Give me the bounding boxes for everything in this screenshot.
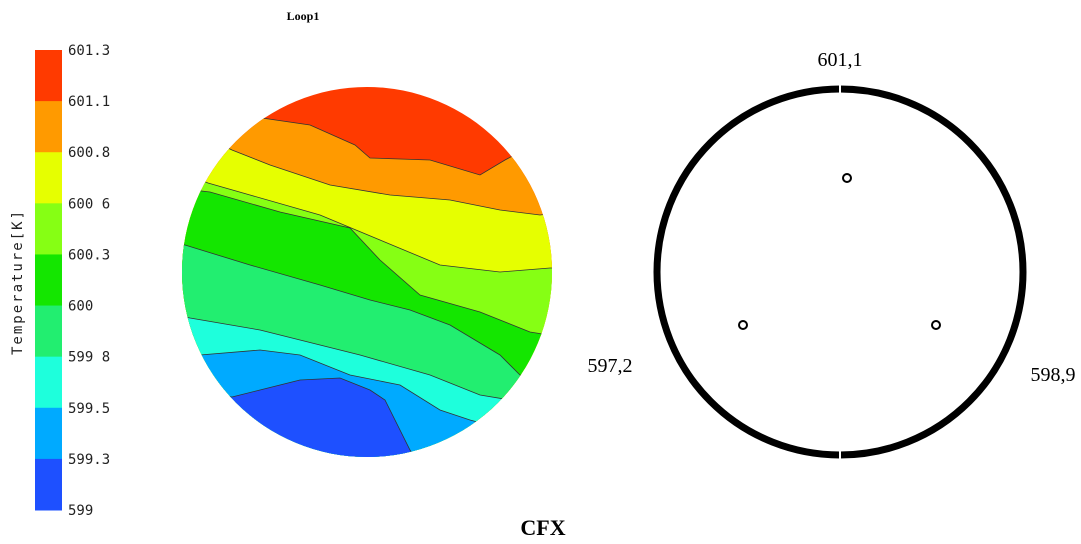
legend-band (35, 101, 62, 153)
legend-band (35, 356, 62, 409)
contour-line (182, 344, 552, 451)
sensor-point (931, 320, 941, 330)
legend-tick-label: 600 (68, 299, 93, 315)
contour-line (182, 159, 552, 273)
caption: CFX (520, 515, 565, 540)
legend-label: Temperature[K] (10, 209, 26, 355)
legend-band (35, 254, 62, 307)
legend-band (35, 203, 62, 255)
legend-tick-label: 600.3 (68, 247, 110, 263)
legend-band (35, 152, 62, 204)
legend-tick-label: 601.1 (68, 94, 110, 110)
contour-line (182, 184, 552, 341)
legend-tick-label: 599.3 (68, 452, 110, 468)
contour-line (182, 87, 552, 176)
sensor-label: 601,1 (818, 49, 863, 71)
legend-band (35, 50, 62, 102)
legend-tick-label: 599 8 (68, 350, 110, 366)
legend-tick-label: 600.8 (68, 145, 110, 161)
legend-band (35, 458, 62, 511)
legend: 601.3 601.1 600.8 600 6 600.3 600 599 8 599.5 59… (35, 43, 110, 519)
sensor-point (842, 173, 852, 183)
contour-line (182, 377, 431, 457)
legend-tick-label: 600 6 (68, 196, 110, 212)
sensor-point (738, 320, 748, 330)
contour-line (182, 309, 552, 421)
legend-tick-label: 601.3 (68, 43, 110, 59)
legend-tick-label: 599 (68, 503, 93, 519)
contour-plot (182, 87, 552, 457)
contour-line (182, 109, 552, 216)
contour-line (182, 234, 552, 391)
legend-band (35, 407, 62, 460)
legend-band (35, 305, 62, 358)
title: Loop1 (287, 9, 320, 23)
contour-region (182, 378, 552, 457)
legend-tick-label: 599.5 (68, 401, 110, 417)
sensor-label: 598,9 (1031, 364, 1076, 386)
sensor-label: 597,2 (588, 355, 633, 377)
pipe-outline (653, 85, 1027, 459)
